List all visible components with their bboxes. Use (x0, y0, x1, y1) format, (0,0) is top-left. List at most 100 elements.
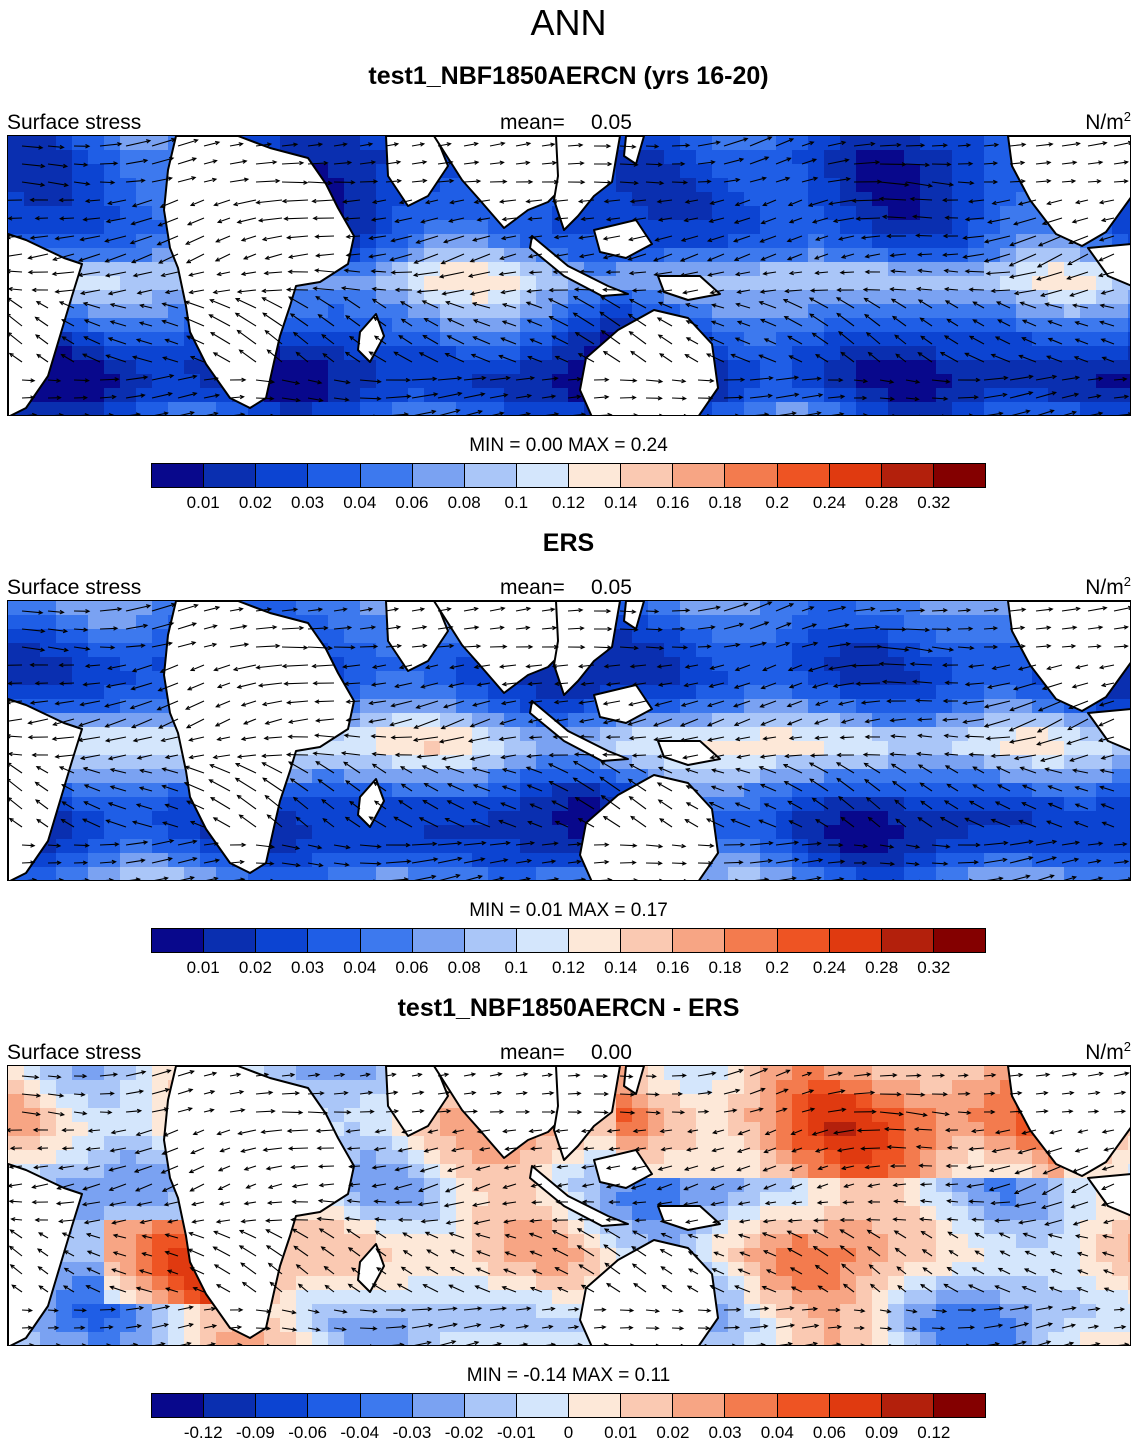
wind-vector-head (257, 218, 264, 223)
wind-vector (1099, 253, 1115, 262)
wind-vector (189, 271, 205, 276)
field-cell (968, 615, 985, 630)
field-cell (552, 402, 569, 415)
wind-vector (1067, 253, 1089, 266)
field-cell (328, 601, 345, 616)
field-cell (568, 360, 585, 375)
field-cell (760, 318, 777, 333)
wind-vector (259, 682, 283, 687)
field-cell (328, 318, 345, 333)
wind-vector-head (732, 238, 739, 243)
wind-vector (108, 664, 127, 670)
wind-vector-head (994, 336, 1000, 341)
field-cell (184, 360, 201, 375)
wind-vector (157, 700, 179, 711)
wind-vector (1099, 664, 1115, 669)
colorbar-tick-label: 0.16 (656, 493, 690, 512)
wind-vector (151, 138, 176, 147)
wind-vector-head (416, 289, 422, 294)
wind-vector-head (193, 603, 199, 609)
field-cell (72, 192, 89, 207)
field-cell (136, 136, 153, 151)
wind-vector-head (525, 199, 531, 204)
wind-vector (385, 395, 411, 399)
field-cell (888, 374, 905, 389)
wind-vector (177, 622, 196, 630)
wind-vector-head (169, 156, 175, 162)
field-cell (856, 346, 873, 361)
wind-vector-head (526, 288, 532, 294)
wind-vector-head (1008, 274, 1015, 279)
wind-vector-head (685, 303, 691, 308)
field-cell (344, 783, 361, 798)
field-cell (72, 615, 89, 630)
field-cell (744, 713, 761, 728)
wind-vector-head (841, 140, 847, 146)
wind-vector (841, 253, 855, 259)
field-cell (472, 769, 489, 784)
wind-vector-head (398, 199, 404, 205)
field-cell (504, 783, 521, 798)
wind-vector-head (191, 176, 197, 181)
wind-vector (437, 645, 454, 648)
wind-vector-head (962, 235, 968, 241)
wind-vector-head (467, 273, 474, 278)
wind-vector-head (476, 217, 482, 222)
field-cell (936, 262, 953, 277)
wind-vector-head (657, 301, 664, 306)
field-cell (808, 727, 825, 742)
field-cell (296, 769, 313, 784)
wind-vector (125, 605, 151, 612)
field-cell (120, 164, 137, 179)
field-cell (872, 374, 889, 389)
field-cell (328, 867, 345, 880)
field-cell (648, 164, 665, 179)
wind-vector (346, 700, 361, 703)
wind-vector (255, 161, 277, 165)
wind-vector (83, 302, 101, 309)
wind-vector (21, 396, 35, 399)
field-cell (664, 220, 681, 235)
wind-vector-head (322, 353, 328, 358)
field-cell (312, 783, 329, 798)
field-cell (840, 629, 857, 644)
land-mass (1087, 243, 1130, 287)
field-cell (360, 657, 377, 672)
wind-vector (973, 319, 985, 327)
wind-vector-head (607, 645, 613, 650)
wind-vector (160, 199, 179, 208)
wind-vector-head (1002, 392, 1008, 398)
field-cell (984, 136, 1001, 151)
field-cell (792, 643, 809, 658)
field-cell (728, 643, 745, 658)
wind-vector-head (736, 289, 742, 294)
field-cell (40, 657, 57, 672)
field-cell (856, 713, 873, 728)
wind-vector-head (605, 217, 612, 222)
wind-vector-head (448, 683, 454, 688)
wind-vector-head (1074, 375, 1081, 381)
field-cell (760, 304, 777, 319)
wind-vector-head (212, 352, 218, 357)
field-cell (968, 685, 985, 700)
panel-2-title: ERS (542, 529, 595, 557)
field-cell (792, 615, 809, 630)
field-cell (504, 741, 521, 756)
field-cell (760, 867, 777, 880)
field-cell (648, 206, 665, 221)
field-cell (8, 643, 25, 658)
wind-vector-head (607, 412, 613, 415)
field-cell (712, 671, 729, 686)
field-cell (376, 699, 393, 714)
wind-vector (833, 217, 855, 222)
wind-vector-head (551, 664, 558, 669)
field-cell (360, 629, 377, 644)
field-cell (360, 206, 377, 221)
field-cell (408, 346, 425, 361)
field-cell (1016, 304, 1033, 319)
field-cell (600, 657, 617, 672)
field-cell (600, 262, 617, 277)
wind-vector (463, 180, 481, 183)
land-mass (579, 309, 719, 415)
field-cell (1112, 867, 1129, 880)
